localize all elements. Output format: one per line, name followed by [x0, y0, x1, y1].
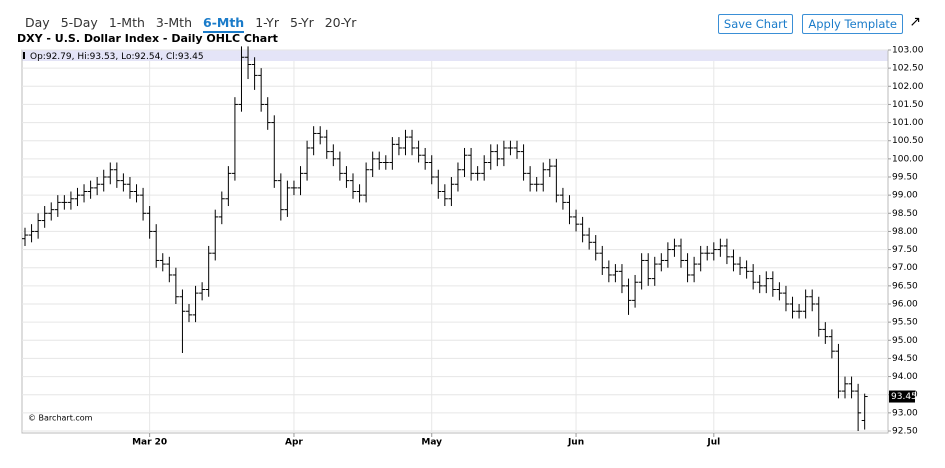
y-tick-label: 97.00 [892, 263, 918, 273]
ohlc-info-value: 93.53 [90, 52, 116, 62]
period-tab[interactable]: 6-Mth [203, 15, 245, 33]
period-tab[interactable]: Day [25, 15, 50, 30]
y-tick-label: 102.00 [892, 82, 924, 92]
y-tick-label: 95.50 [892, 318, 918, 328]
toolbar-button[interactable]: Save Chart [717, 14, 794, 34]
y-tick-label: 98.50 [892, 209, 918, 219]
last-price-box [889, 390, 915, 403]
ohlc-info-label: , Cl: [160, 52, 178, 62]
period-tab[interactable]: 20-Yr [324, 15, 357, 30]
ohlc-info-label: , Lo: [115, 52, 134, 62]
y-tick-label: 100.00 [892, 154, 924, 164]
x-tick-label: Apr [285, 438, 303, 448]
y-tick-label: 96.00 [892, 300, 918, 310]
x-tick-label: May [421, 438, 442, 448]
y-tick-label: 102.50 [892, 64, 924, 74]
y-tick-label: 96.50 [892, 281, 918, 291]
period-tab[interactable]: 1-Yr [255, 15, 279, 30]
y-tick-label: 93.00 [892, 408, 918, 418]
plot-frame [21, 49, 889, 434]
info-band [22, 50, 888, 61]
period-tab[interactable]: 3-Mth [155, 15, 192, 30]
ohlc-info-label: , Hi: [72, 52, 90, 62]
source: © Barchart.com [28, 414, 93, 423]
x-tick-label: Mar 20 [132, 438, 167, 448]
ohlc-info: Op:92.79, Hi:93.53, Lo:92.54, Cl:93.45 [30, 52, 204, 62]
y-tick-label: 92.50 [892, 427, 918, 437]
x-tick-label: Jun [567, 438, 584, 448]
y-tick-label: 94.50 [892, 354, 918, 364]
ohlc-info-value: 92.54 [135, 52, 161, 62]
ohlc-info-value: 93.45 [178, 52, 204, 62]
y-tick-label: 101.50 [892, 100, 924, 110]
period-tab[interactable]: 5-Day [60, 15, 98, 30]
info-marker [23, 52, 25, 59]
toolbar-buttons: Save Chart Apply Template [709, 13, 903, 34]
chart-title: DXY - U.S. Dollar Index - Daily OHLC Cha… [17, 32, 278, 45]
toolbar-button[interactable]: Apply Template [802, 14, 903, 34]
y-tick-label: 95.00 [892, 336, 918, 346]
y-tick-label: 100.50 [892, 136, 924, 146]
y-tick-label: 99.00 [892, 191, 918, 201]
y-tick-label: 94.00 [892, 372, 918, 382]
x-tick-label: Jul [706, 438, 720, 448]
ohlc-info-value: 92.79 [46, 52, 72, 62]
period-tab[interactable]: 5-Yr [289, 15, 314, 30]
expand-icon[interactable]: ↗ [909, 14, 921, 30]
y-tick-label: 101.00 [892, 118, 924, 128]
y-tick-label: 98.00 [892, 227, 918, 237]
y-tick-label: 103.00 [892, 46, 924, 56]
period-tabs: Day 5-Day 1-Mth 3-Mth 6-Mth 1-Yr 5-Yr 20-Yr [25, 15, 367, 33]
y-tick-label: 99.50 [892, 173, 918, 183]
period-tab[interactable]: 1-Mth [108, 15, 145, 30]
y-tick-label: 97.50 [892, 245, 918, 255]
ohlc-info-label: Op: [30, 52, 46, 62]
last-price-label: 93.45 [891, 392, 917, 402]
